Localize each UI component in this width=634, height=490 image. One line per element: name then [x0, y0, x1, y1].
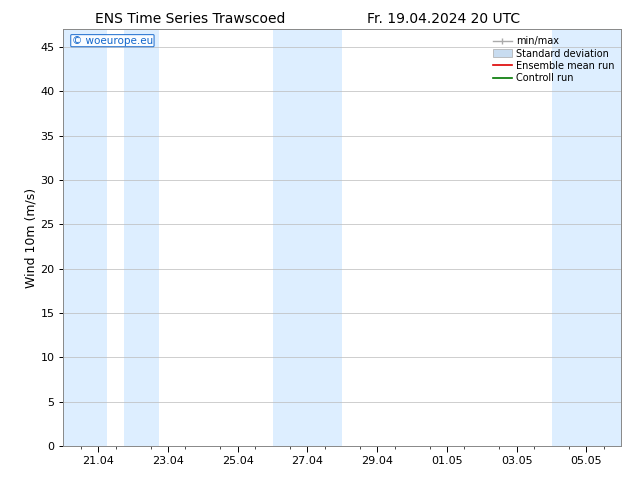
- Bar: [552, 29, 621, 446]
- Bar: [124, 29, 159, 446]
- Bar: [63, 29, 107, 446]
- Text: Fr. 19.04.2024 20 UTC: Fr. 19.04.2024 20 UTC: [367, 12, 521, 26]
- Y-axis label: Wind 10m (m/s): Wind 10m (m/s): [25, 188, 37, 288]
- Bar: [273, 29, 342, 446]
- Text: ENS Time Series Trawscoed: ENS Time Series Trawscoed: [95, 12, 285, 26]
- Text: © woeurope.eu: © woeurope.eu: [72, 36, 153, 46]
- Legend: min/max, Standard deviation, Ensemble mean run, Controll run: min/max, Standard deviation, Ensemble me…: [491, 34, 616, 85]
